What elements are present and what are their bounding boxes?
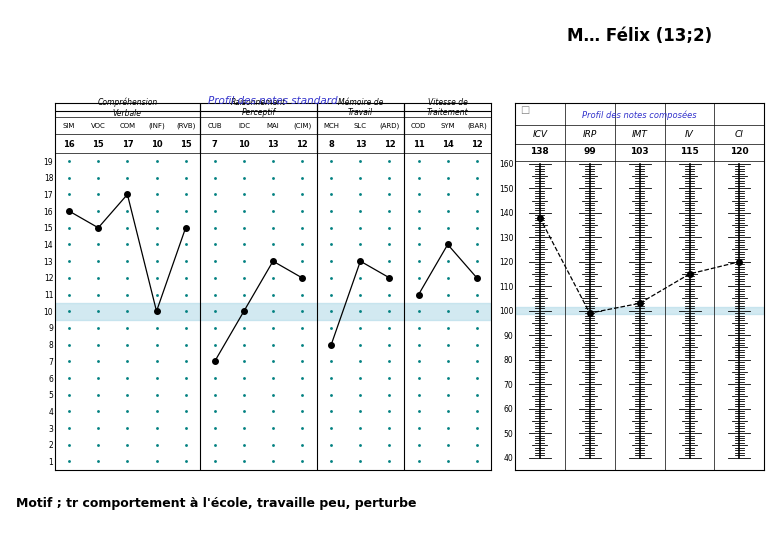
Text: Compréhension
Verbale: Compréhension Verbale (98, 98, 158, 118)
Text: (INF): (INF) (148, 123, 165, 129)
Text: Mémoire de
Travail: Mémoire de Travail (338, 98, 383, 117)
Text: 16: 16 (63, 140, 75, 149)
Text: SIM: SIM (63, 123, 76, 129)
Text: (CIM): (CIM) (293, 123, 311, 129)
Text: VOC: VOC (91, 123, 105, 129)
Text: COD: COD (411, 123, 427, 129)
Text: Motif ; tr comportement à l'école, travaille peu, perturbe: Motif ; tr comportement à l'école, trava… (16, 497, 416, 510)
Text: 15: 15 (92, 140, 105, 149)
Text: CI: CI (735, 130, 744, 139)
Text: 13: 13 (355, 140, 366, 149)
Text: CUB: CUB (207, 123, 222, 129)
Text: 13: 13 (268, 140, 278, 149)
Text: 14: 14 (441, 140, 454, 149)
Text: 7: 7 (212, 140, 218, 149)
Text: Profil des notes standard: Profil des notes standard (208, 96, 338, 106)
Text: M… Félix (13;2): M… Félix (13;2) (567, 27, 712, 45)
Text: 10: 10 (238, 140, 250, 149)
Text: 103: 103 (630, 147, 649, 156)
Text: SLC: SLC (354, 123, 367, 129)
Text: MCH: MCH (323, 123, 339, 129)
Text: MAI: MAI (267, 123, 279, 129)
Text: 120: 120 (730, 147, 749, 156)
Bar (515, 307, 764, 314)
Text: □: □ (519, 105, 529, 115)
Text: Raisonnement
Perceptif: Raisonnement Perceptif (231, 98, 286, 117)
Text: IMT: IMT (632, 130, 647, 139)
Text: 99: 99 (583, 147, 596, 156)
Text: SYM: SYM (441, 123, 455, 129)
Text: 12: 12 (384, 140, 395, 149)
Text: (BAR): (BAR) (467, 123, 487, 129)
Text: IV: IV (685, 130, 694, 139)
Text: 11: 11 (413, 140, 424, 149)
Text: COM: COM (119, 123, 136, 129)
Text: 8: 8 (328, 140, 334, 149)
Text: 12: 12 (296, 140, 308, 149)
Text: IDC: IDC (238, 123, 250, 129)
Text: 10: 10 (151, 140, 162, 149)
Text: 17: 17 (122, 140, 133, 149)
Text: Profil des notes composées: Profil des notes composées (583, 110, 697, 119)
Text: 15: 15 (179, 140, 192, 149)
Text: (ARD): (ARD) (379, 123, 399, 129)
Text: 12: 12 (471, 140, 483, 149)
Text: (RVB): (RVB) (176, 123, 195, 129)
Text: Vitesse de
Traitement: Vitesse de Traitement (427, 98, 469, 117)
Text: ICV: ICV (532, 130, 548, 139)
Text: 138: 138 (530, 147, 549, 156)
Bar (55, 303, 491, 320)
Text: 115: 115 (680, 147, 699, 156)
Text: IRP: IRP (583, 130, 597, 139)
